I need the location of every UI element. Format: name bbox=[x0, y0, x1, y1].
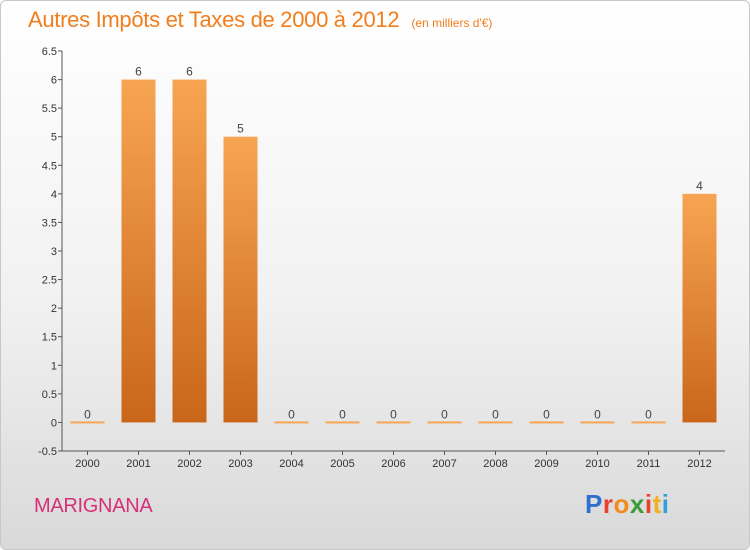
chart-subtitle: (en milliers d'€) bbox=[411, 16, 493, 30]
data-label: 0 bbox=[594, 407, 601, 421]
bar bbox=[121, 79, 156, 423]
y-tick-label: 5 bbox=[51, 132, 57, 144]
chart-title: Autres Impôts et Taxes de 2000 à 2012 bbox=[28, 7, 400, 32]
bar bbox=[223, 136, 258, 423]
data-label: 0 bbox=[492, 407, 499, 421]
data-label: 0 bbox=[441, 407, 448, 421]
x-tick-label: 2004 bbox=[279, 458, 303, 470]
data-label: 5 bbox=[237, 122, 244, 136]
data-labels: 0 6 6 5 0 0 0 0 0 0 0 0 4 bbox=[84, 65, 703, 422]
bar bbox=[427, 421, 462, 424]
data-label: 0 bbox=[543, 407, 550, 421]
x-tick-label: 2000 bbox=[75, 458, 99, 470]
data-label: 6 bbox=[186, 65, 193, 79]
x-tick-label: 2001 bbox=[126, 458, 150, 470]
data-label: 0 bbox=[339, 407, 346, 421]
x-tick-label: 2002 bbox=[177, 458, 201, 470]
bar bbox=[274, 421, 309, 424]
bar bbox=[325, 421, 360, 424]
bar bbox=[631, 421, 666, 424]
logo-letter: P bbox=[585, 489, 603, 519]
logo-letter: x bbox=[629, 489, 645, 519]
logo-letter: t bbox=[652, 489, 662, 519]
y-tick-label: 5.5 bbox=[42, 103, 57, 115]
y-tick-label: -0.5 bbox=[38, 446, 57, 458]
proxiti-logo: Proxiti bbox=[585, 489, 669, 520]
y-tick-label: 4 bbox=[51, 189, 57, 201]
bar bbox=[580, 421, 615, 424]
x-tick-label: 2005 bbox=[330, 458, 354, 470]
bar bbox=[172, 79, 207, 423]
logo-letter: o bbox=[613, 489, 630, 519]
x-tick-label: 2007 bbox=[432, 458, 456, 470]
y-tick-label: 2 bbox=[51, 303, 57, 315]
data-label: 0 bbox=[390, 407, 397, 421]
y-tick-label: 2.5 bbox=[42, 275, 57, 287]
bar bbox=[70, 421, 105, 424]
bar bbox=[682, 193, 717, 423]
data-label: 4 bbox=[696, 179, 703, 193]
x-tick-label: 2012 bbox=[687, 458, 711, 470]
axes: -0.5 0 0.5 1 1.5 2 2.5 3 3.5 4 4.5 5 5.5 6 6.5 2000 2001… bbox=[38, 46, 725, 470]
chart-title-block: Autres Impôts et Taxes de 2000 à 2012 (e… bbox=[28, 7, 492, 33]
y-tick-label: 3.5 bbox=[42, 217, 57, 229]
x-tick-label: 2010 bbox=[585, 458, 609, 470]
bars bbox=[70, 79, 717, 424]
y-tick-label: 0 bbox=[51, 417, 57, 429]
x-tick-label: 2009 bbox=[534, 458, 558, 470]
data-label: 0 bbox=[645, 407, 652, 421]
y-tick-label: 6 bbox=[51, 75, 57, 87]
data-label: 0 bbox=[84, 407, 91, 421]
bar bbox=[478, 421, 513, 424]
town-name: MARIGNANA bbox=[34, 495, 153, 517]
data-label: 6 bbox=[135, 65, 142, 79]
x-tick-label: 2008 bbox=[483, 458, 507, 470]
y-tick-label: 1.5 bbox=[42, 332, 57, 344]
bar bbox=[529, 421, 564, 424]
y-tick-label: 1 bbox=[51, 360, 57, 372]
y-tick-label: 0.5 bbox=[42, 389, 57, 401]
y-tick-label: 6.5 bbox=[42, 46, 57, 58]
data-label: 0 bbox=[288, 407, 295, 421]
x-tick-label: 2006 bbox=[381, 458, 405, 470]
logo-letter: i bbox=[661, 489, 670, 519]
bar bbox=[376, 421, 411, 424]
x-tick-label: 2011 bbox=[637, 458, 661, 470]
logo-letter: i bbox=[644, 489, 653, 519]
x-tick-label: 2003 bbox=[228, 458, 252, 470]
y-tick-label: 4.5 bbox=[42, 160, 57, 172]
logo-letter: r bbox=[602, 489, 614, 519]
y-tick-label: 3 bbox=[51, 246, 57, 258]
